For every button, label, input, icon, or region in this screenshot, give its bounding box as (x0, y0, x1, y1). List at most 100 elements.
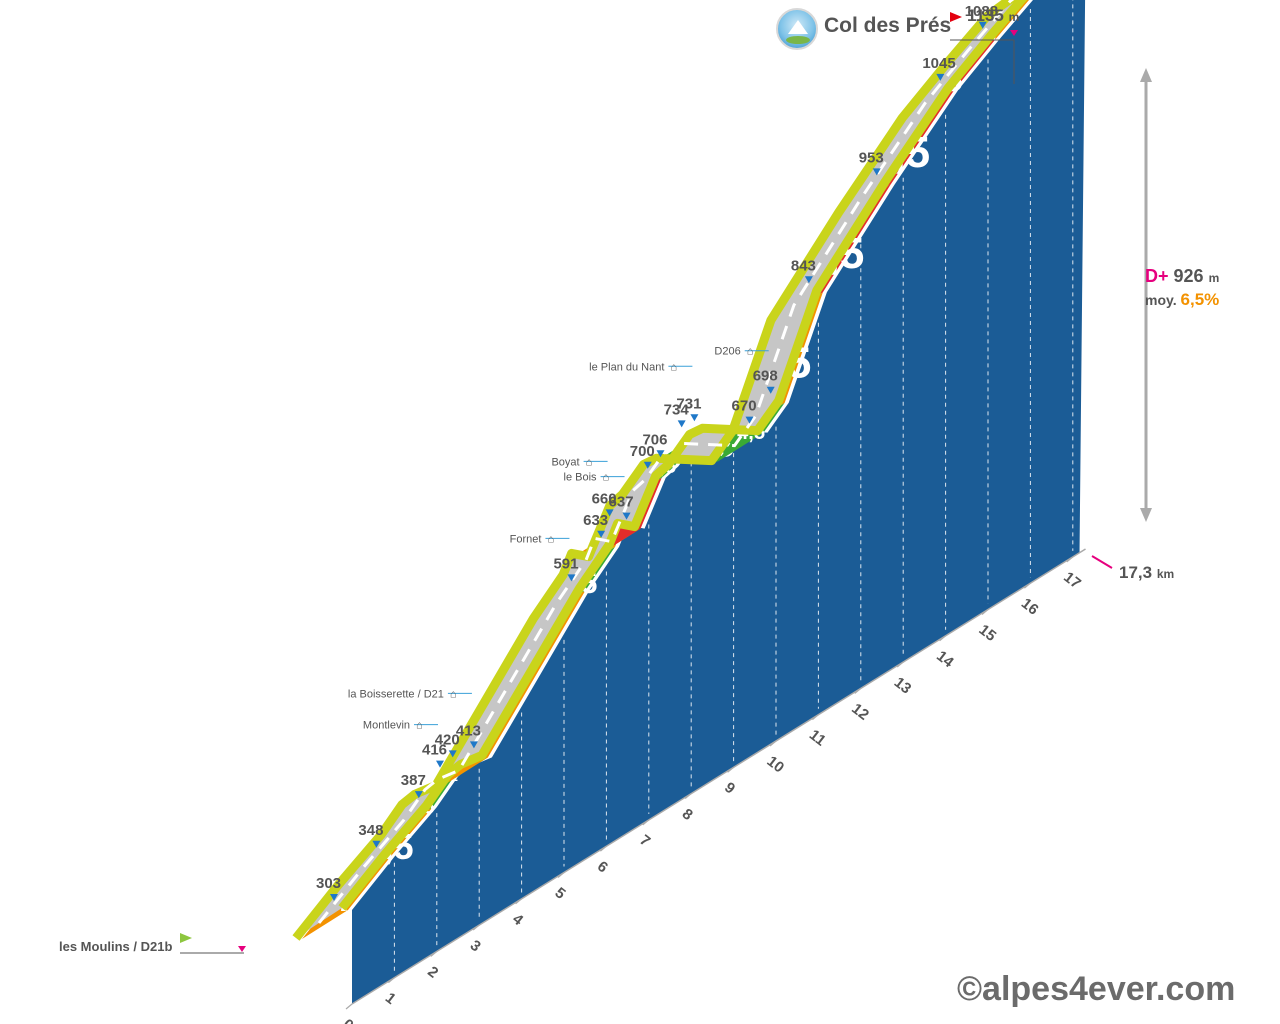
km-tick-label: 13 (891, 674, 915, 698)
km-tick (388, 977, 395, 984)
meadow-icon (786, 36, 810, 44)
house-icon: ⌂ (603, 472, 610, 484)
elevation-marker (978, 21, 987, 29)
elevation-marker (605, 509, 614, 517)
elevation-marker (372, 840, 381, 848)
km-tick (896, 661, 904, 668)
km-tick-label: 4 (509, 911, 527, 930)
km-tick-label: 15 (976, 621, 1000, 645)
km-tick-label: 7 (636, 832, 653, 851)
summit-marker (1010, 30, 1018, 36)
elevation-marker (597, 530, 606, 538)
km-tick (1066, 556, 1074, 563)
elevation-marker (469, 741, 478, 749)
road-verge-top (338, 0, 1028, 911)
dplus-value: 926 (1173, 266, 1204, 286)
elevation-marker (622, 512, 631, 520)
km-tick-label: 11 (806, 726, 829, 749)
place-label: D206 (714, 346, 740, 358)
elevation-label: 698 (753, 368, 778, 385)
elevation-marker (936, 73, 945, 81)
average-gradient: moy. 6,5% (1145, 290, 1219, 310)
summit-name: Col des Prés (824, 14, 952, 37)
summit-badge (776, 8, 818, 50)
road-centerline (317, 0, 1015, 924)
km-tick-label: 8 (679, 805, 696, 824)
house-icon: ⌂ (747, 346, 754, 358)
profile-wall (352, 0, 1086, 1004)
elevation-marker (766, 386, 775, 394)
elevation-label: 670 (732, 398, 757, 415)
gain-arrow-head-top (1140, 68, 1152, 82)
elevation-label: 1045 (922, 55, 955, 72)
road-verge-bottom (292, 0, 1017, 941)
elevation-marker (656, 450, 665, 458)
avg-value: 6,5% (1180, 290, 1220, 309)
elevation-marker (804, 276, 813, 284)
km-tick (345, 1003, 353, 1010)
elevation-label: 348 (358, 822, 383, 839)
total-distance: 17,3 km (1119, 563, 1174, 583)
elevation-label: 660 (592, 490, 617, 507)
km-tick (812, 714, 819, 721)
elevation-label: 700 (630, 443, 655, 460)
elevation-marker (414, 791, 423, 799)
elevation-label: 637 (609, 494, 634, 511)
km-tick (515, 898, 522, 905)
elevation-label: 387 (401, 772, 426, 789)
km-tick-label: 9 (721, 779, 738, 798)
place-label: Montlevin (363, 720, 410, 732)
summit-elevation-value: 1135 (967, 6, 1004, 25)
km-tick-label: 6 (594, 858, 611, 877)
house-icon: ⌂ (416, 720, 423, 732)
km-tick (600, 845, 607, 852)
elevation-marker (448, 750, 457, 758)
elevation-marker (745, 416, 754, 424)
summit-flag-icon (950, 12, 962, 22)
place-label: Fornet (510, 533, 542, 545)
km-tick-label: 0 (340, 1016, 357, 1024)
place-label: la Boisserette / D21 (348, 688, 444, 700)
distance-unit: km (1156, 567, 1175, 581)
summit-elevation-unit: m (1008, 10, 1020, 24)
km-axis (351, 548, 1086, 1005)
elevation-label: 303 (316, 875, 341, 892)
distance-marker (1091, 555, 1113, 569)
elevation-label: 591 (553, 555, 578, 572)
elevation-marker (872, 168, 881, 176)
km-tick-label: 14 (933, 648, 957, 672)
elevation-label: 633 (583, 512, 608, 529)
elevation-label: 416 (422, 742, 447, 759)
gain-arrow-head-bottom (1140, 508, 1152, 522)
km-tick (684, 793, 692, 800)
km-tick-label: 2 (424, 963, 441, 982)
km-tick-label: 17 (1060, 569, 1084, 593)
house-icon: ⌂ (586, 456, 593, 468)
place-label: Boyat (551, 456, 579, 468)
elevation-marker (677, 420, 686, 428)
place-label: le Bois (564, 472, 598, 484)
km-tick-label: 10 (764, 753, 788, 777)
start-name: les Moulins / D21b (59, 939, 173, 954)
elevation-label: 420 (435, 731, 460, 748)
km-tick-label: 3 (467, 937, 484, 956)
km-tick-label: 16 (1018, 595, 1042, 619)
km-tick-label: 12 (848, 700, 872, 724)
start-flag-icon (180, 933, 192, 943)
elevation-marker (330, 894, 338, 901)
elevation-label: 413 (456, 722, 481, 739)
km-tick (939, 635, 946, 642)
mountain-icon (788, 20, 808, 34)
copyright: ©alpes4ever.com (957, 970, 1236, 1008)
km-tick (430, 950, 438, 957)
km-tick-label: 5 (552, 884, 569, 903)
elevation-label: 843 (791, 257, 816, 274)
km-tick-label: 1 (382, 989, 399, 1008)
elevation-marker (567, 574, 576, 582)
km-tick (1024, 582, 1031, 589)
elevation-gain: D+ 926 m (1145, 266, 1219, 287)
dplus-label: D+ (1145, 266, 1169, 286)
km-tick (472, 924, 480, 931)
